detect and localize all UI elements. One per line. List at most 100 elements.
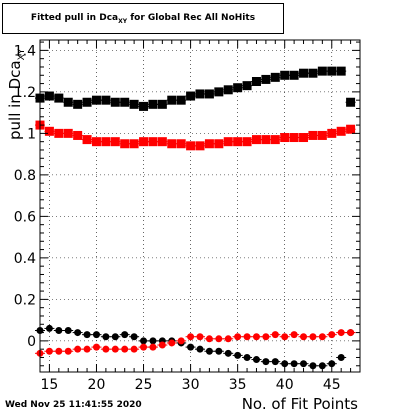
data-point-square — [129, 99, 139, 109]
x-tick-label: 45 — [323, 377, 341, 393]
chart-title: Fitted pull in DcaXY for Global Rec All … — [30, 12, 256, 25]
data-point-circle — [121, 345, 129, 353]
data-point-square — [195, 89, 205, 99]
y-tick-label: 0.6 — [14, 209, 36, 225]
data-point-square — [289, 70, 299, 80]
data-point-square — [148, 137, 158, 147]
data-point-circle — [102, 333, 110, 341]
x-tick-label: 35 — [229, 377, 247, 393]
data-point-square — [157, 99, 167, 109]
x-axis-label: No. of Fit Points — [241, 395, 358, 413]
data-point-square — [280, 70, 290, 80]
data-point-square — [148, 99, 158, 109]
data-point-square — [327, 66, 337, 76]
data-point-square — [299, 133, 309, 143]
data-point-circle — [140, 343, 148, 351]
data-point-square — [63, 97, 73, 107]
data-point-square — [242, 137, 252, 147]
data-point-square — [214, 87, 224, 97]
data-point-circle — [168, 339, 176, 347]
data-point-circle — [309, 333, 317, 341]
data-point-square — [308, 130, 318, 140]
data-point-square — [289, 133, 299, 143]
data-point-circle — [281, 360, 289, 368]
data-point-square — [233, 83, 243, 93]
data-point-square — [120, 97, 130, 107]
data-point-circle — [177, 337, 185, 345]
data-point-square — [223, 85, 233, 95]
data-point-circle — [281, 333, 289, 341]
data-point-square — [73, 99, 83, 109]
data-point-square — [44, 91, 54, 101]
data-point-circle — [130, 345, 138, 353]
data-point-circle — [92, 331, 100, 339]
data-point-square — [317, 130, 327, 140]
data-point-circle — [83, 331, 91, 339]
data-point-square — [110, 97, 120, 107]
data-point-circle — [45, 324, 53, 332]
data-point-square — [204, 89, 214, 99]
data-point-circle — [337, 329, 345, 337]
data-point-square — [139, 137, 149, 147]
data-point-circle — [64, 327, 72, 334]
data-point-circle — [300, 333, 308, 341]
data-point-square — [63, 128, 73, 138]
data-point-circle — [290, 360, 298, 368]
y-tick-label: 0.4 — [14, 251, 36, 267]
data-point-square — [44, 126, 54, 136]
x-tick-label: 30 — [182, 377, 200, 393]
data-point-circle — [121, 331, 129, 339]
data-point-square — [204, 139, 214, 149]
data-point-circle — [300, 360, 308, 368]
data-point-square — [110, 137, 120, 147]
data-point-circle — [158, 341, 166, 349]
data-point-circle — [64, 347, 72, 355]
data-point-circle — [234, 333, 242, 341]
data-point-square — [157, 137, 167, 147]
data-point-circle — [205, 335, 213, 343]
data-point-circle — [74, 329, 82, 337]
data-point-circle — [252, 333, 260, 341]
data-point-square — [167, 95, 177, 105]
data-point-circle — [92, 343, 100, 351]
data-point-square — [54, 128, 64, 138]
data-point-square — [261, 74, 271, 84]
data-point-square — [176, 95, 186, 105]
data-point-circle — [271, 358, 279, 366]
data-point-circle — [262, 358, 270, 366]
data-point-circle — [215, 335, 223, 343]
x-tick-label: 40 — [276, 377, 294, 393]
data-point-square — [233, 137, 243, 147]
data-point-circle — [318, 333, 326, 341]
data-point-circle — [83, 345, 91, 353]
data-point-circle — [243, 333, 251, 341]
data-point-square — [82, 135, 92, 145]
data-point-square — [214, 139, 224, 149]
data-point-circle — [111, 333, 119, 341]
data-point-circle — [74, 345, 82, 353]
data-point-circle — [337, 353, 345, 361]
data-point-square — [139, 101, 149, 111]
x-tick-label: 20 — [88, 377, 106, 393]
data-point-circle — [111, 345, 119, 353]
data-point-square — [270, 135, 280, 145]
data-point-circle — [252, 356, 260, 364]
y-tick-label: 0.8 — [14, 168, 36, 184]
data-point-square — [186, 91, 196, 101]
data-point-circle — [318, 362, 326, 370]
data-point-square — [73, 130, 83, 140]
y-tick-label: 0 — [27, 334, 36, 350]
data-point-circle — [45, 347, 53, 355]
data-point-square — [167, 139, 177, 149]
data-point-square — [91, 95, 101, 105]
data-markers — [35, 66, 356, 370]
data-point-square — [82, 97, 92, 107]
data-point-circle — [102, 345, 110, 353]
timestamp-label: Wed Nov 25 11:41:55 2020 — [5, 400, 142, 410]
axes: 15 20 25 30 35 40 45 0 0.2 0.4 0.6 0.8 1 1.2 1.4 — [14, 39, 361, 393]
data-point-square — [101, 95, 111, 105]
data-point-circle — [130, 333, 138, 341]
data-point-square — [176, 139, 186, 149]
data-point-circle — [55, 327, 63, 334]
